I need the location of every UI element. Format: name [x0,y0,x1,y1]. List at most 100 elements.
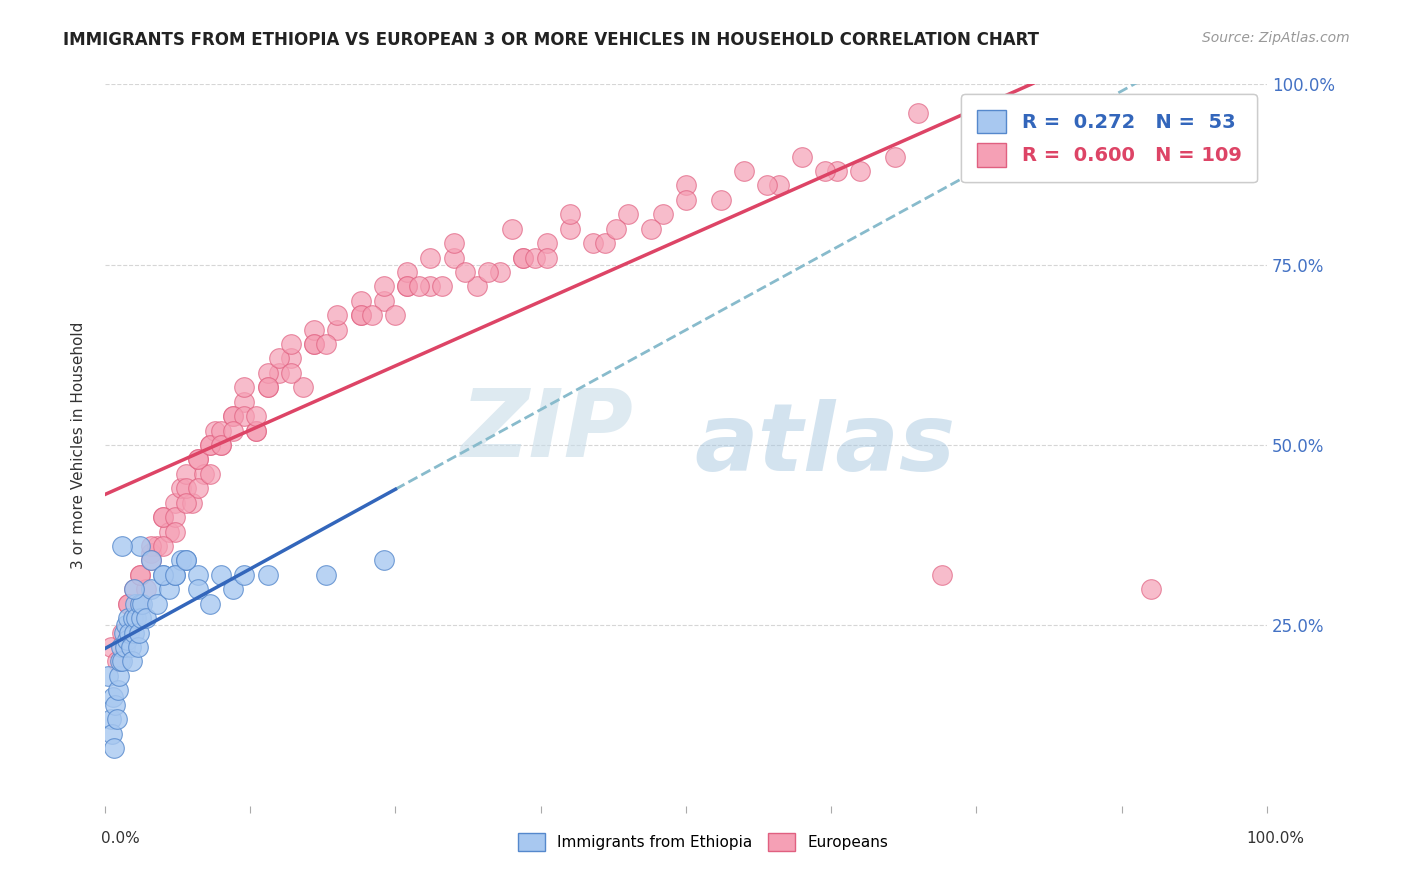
Point [209,438,232,452]
Point [198,438,221,452]
Point [222,409,245,424]
Point [233,394,256,409]
Text: 100.0%: 100.0% [1247,831,1305,846]
Point [814,164,837,178]
Point [163,496,186,510]
Point [135,582,157,597]
Point [269,351,291,366]
Point [122,611,145,625]
Point [193,467,215,481]
Point [384,308,406,322]
Point [131,597,153,611]
Point [163,510,186,524]
Point [768,178,790,193]
Point [157,524,180,539]
Point [163,567,186,582]
Point [107,683,129,698]
Point [756,178,779,193]
Point [849,164,872,178]
Point [209,567,232,582]
Point [117,597,139,611]
Point [125,611,148,625]
Point [152,567,174,582]
Point [454,265,477,279]
Point [128,567,150,582]
Point [884,150,907,164]
Text: Source: ZipAtlas.com: Source: ZipAtlas.com [1202,31,1350,45]
Point [651,207,673,221]
Point [146,597,169,611]
Point [117,611,139,625]
Point [396,279,419,293]
Point [97,669,120,683]
Point [169,481,191,495]
Point [187,567,209,582]
Point [135,611,157,625]
Point [291,380,314,394]
Point [111,539,134,553]
Point [108,669,131,683]
Point [302,337,325,351]
Legend: Immigrants from Ethiopia, Europeans: Immigrants from Ethiopia, Europeans [512,827,894,857]
Point [558,221,581,235]
Point [419,279,441,293]
Point [127,640,149,654]
Point [233,409,256,424]
Point [198,597,221,611]
Point [141,582,163,597]
Y-axis label: 3 or more Vehicles in Household: 3 or more Vehicles in Household [72,321,86,569]
Text: IMMIGRANTS FROM ETHIOPIA VS EUROPEAN 3 OR MORE VEHICLES IN HOUSEHOLD CORRELATION: IMMIGRANTS FROM ETHIOPIA VS EUROPEAN 3 O… [63,31,1039,49]
Point [536,251,558,265]
Point [326,308,349,322]
Point [931,567,953,582]
Point [315,567,337,582]
Point [129,611,152,625]
Point [187,481,209,495]
Point [152,510,174,524]
Text: ZIP: ZIP [460,384,633,476]
Point [105,654,128,668]
Point [733,164,755,178]
Point [152,539,174,553]
Point [128,597,150,611]
Point [245,409,267,424]
Point [198,467,221,481]
Point [128,539,150,553]
Point [117,597,139,611]
Point [396,265,419,279]
Point [675,193,697,207]
Point [710,193,733,207]
Point [558,207,581,221]
Point [104,698,127,712]
Point [245,424,267,438]
Point [1139,582,1161,597]
Legend: R =  0.272   N =  53, R =  0.600   N = 109: R = 0.272 N = 53, R = 0.600 N = 109 [962,95,1257,183]
Point [326,323,349,337]
Point [141,553,163,567]
Point [141,546,163,560]
Point [198,438,221,452]
Point [111,654,134,668]
Point [302,337,325,351]
Point [128,625,150,640]
Point [907,106,929,120]
Point [141,539,163,553]
Point [477,265,499,279]
Point [593,236,616,251]
Point [118,625,141,640]
Point [222,582,245,597]
Point [176,467,198,481]
Point [209,424,232,438]
Point [209,438,232,452]
Point [105,712,128,726]
Point [101,726,124,740]
Point [373,293,395,308]
Point [582,236,605,251]
Point [501,221,523,235]
Point [110,640,132,654]
Point [103,741,125,756]
Point [256,380,278,394]
Point [115,632,138,647]
Point [100,640,122,654]
Point [204,424,226,438]
